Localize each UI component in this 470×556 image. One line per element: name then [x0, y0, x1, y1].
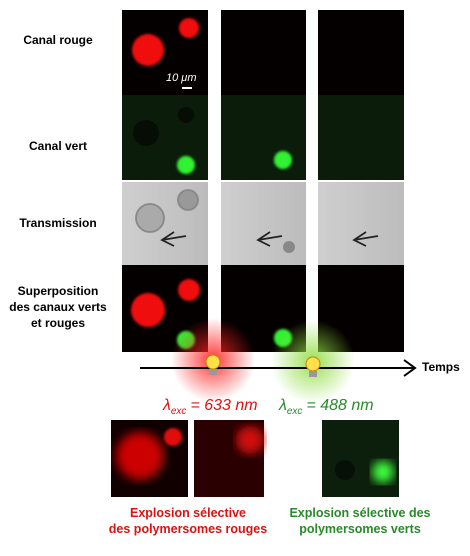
row-label: des canaux verts — [9, 300, 107, 314]
row-label: Superposition — [18, 284, 99, 298]
caption: Explosion sélective — [130, 506, 246, 520]
caption: Explosion sélective des — [289, 506, 430, 520]
caption: des polymersomes rouges — [109, 522, 267, 536]
row-label: Canal rouge — [23, 33, 93, 47]
row-label: Transmission — [19, 216, 96, 230]
overlay-row — [122, 265, 404, 352]
row-label: et rouges — [31, 316, 85, 330]
scale-bar-label: 10 μm — [166, 72, 196, 84]
red-channel-row — [122, 10, 404, 95]
caption: polymersomes verts — [299, 522, 421, 536]
transmission-row — [122, 182, 404, 265]
time-arrow — [140, 359, 417, 377]
excitation-label: λexc = 633 nm — [162, 397, 258, 417]
result-images — [111, 420, 399, 497]
axis-label: Temps — [422, 360, 460, 374]
excitation-label: λexc = 488 nm — [278, 397, 374, 417]
bulb-icon — [205, 354, 321, 377]
row-label: Canal vert — [29, 139, 87, 153]
green-channel-row — [122, 95, 404, 180]
